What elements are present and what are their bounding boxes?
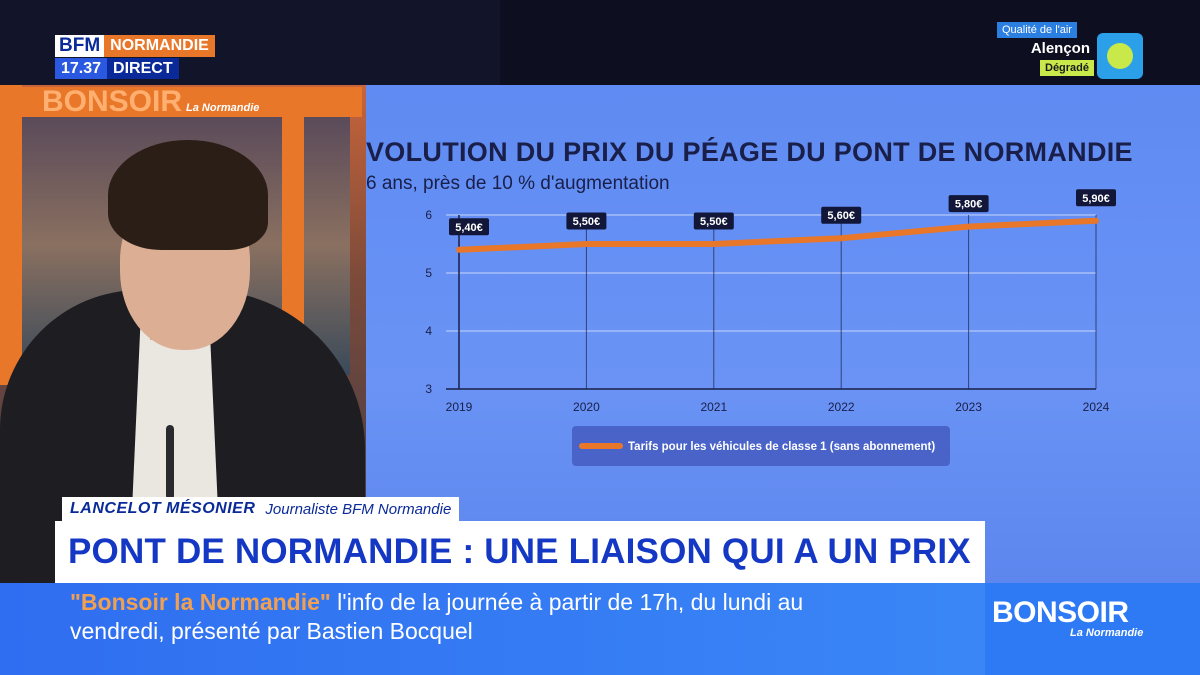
channel-logo: BFM NORMANDIE <box>55 35 215 57</box>
studio-pillar <box>0 85 22 385</box>
data-label-box <box>449 218 489 236</box>
x-tick-label: 2021 <box>700 400 727 414</box>
chart-grid <box>446 214 1097 390</box>
air-quality-title: Qualité de l'air <box>997 22 1077 38</box>
show-logo: BONSOIR <box>992 596 1129 629</box>
show-logo-sub: La Normandie <box>1070 627 1144 639</box>
channel-region: NORMANDIE <box>104 35 215 57</box>
chart-data-labels: 5,40€ 5,50€ 5,50€ 5,60€ 5,80€ 5,90€ <box>449 189 1116 236</box>
studio-show-logo: BONSOIR La Normandie <box>22 87 362 117</box>
x-tick-label: 2024 <box>1083 400 1110 414</box>
data-label-box <box>821 206 862 224</box>
speaker-strip: LANCELOT MÉSONIER Journaliste BFM Norman… <box>62 497 460 521</box>
speaker-role: Journaliste BFM Normandie <box>265 500 452 518</box>
data-label-box <box>693 212 734 230</box>
data-label: 5,50€ <box>700 216 728 228</box>
data-label-box <box>1076 189 1116 207</box>
chart-title: VOLUTION DU PRIX DU PÉAGE DU PONT DE NOR… <box>366 137 1133 167</box>
live-indicator: 17.37 DIRECT <box>55 58 179 79</box>
y-tick-label: 6 <box>425 208 432 222</box>
series-line <box>456 217 1099 253</box>
data-label: 5,80€ <box>955 199 983 211</box>
legend-box <box>572 426 950 466</box>
chart-axes: 3 4 5 6 2019 2020 2021 2022 2023 2024 <box>425 208 1109 414</box>
y-tick-label: 3 <box>425 382 432 396</box>
chart-legend: Tarifs pour les véhicules de classe 1 (s… <box>572 426 950 466</box>
ticker-show-name: "Bonsoir la Normandie" <box>70 589 331 615</box>
data-label-box <box>566 212 607 230</box>
x-tick-label: 2023 <box>955 400 982 414</box>
data-label: 5,90€ <box>1082 193 1110 205</box>
top-bar-panel <box>500 0 1200 85</box>
headline-bar: PONT DE NORMANDIE : UNE LIAISON QUI A UN… <box>55 521 985 583</box>
chart-screen: VOLUTION DU PRIX DU PÉAGE DU PONT DE NOR… <box>366 85 1200 585</box>
chart-subtitle: 6 ans, près de 10 % d'augmentation <box>366 173 670 194</box>
ticker-message: l'info de la journée à partir de 17h, du… <box>70 589 804 644</box>
speaker-name: LANCELOT MÉSONIER <box>70 500 256 517</box>
studio-logo-sub: La Normandie <box>186 102 260 114</box>
clock: 17.37 <box>55 58 108 79</box>
live-label: DIRECT <box>107 58 179 79</box>
presenter-shirt <box>132 320 218 510</box>
microphone <box>166 425 174 500</box>
chart-series <box>456 217 1099 253</box>
x-tick-label: 2022 <box>828 400 855 414</box>
channel-brand: BFM <box>55 35 105 57</box>
data-label-box <box>948 195 989 213</box>
ticker-text: "Bonsoir la Normandie" l'info de la jour… <box>70 588 900 646</box>
studio-pillar <box>282 115 304 345</box>
air-quality-status: Dégradé <box>1040 60 1095 76</box>
y-tick-label: 4 <box>425 324 432 338</box>
air-quality-city: Alençon <box>1030 40 1090 57</box>
top-bar <box>0 0 1200 85</box>
data-label: 5,50€ <box>573 216 601 228</box>
show-logo-box <box>985 583 1200 675</box>
studio-logo-main: BONSOIR <box>42 85 183 118</box>
data-label: 5,40€ <box>455 222 483 234</box>
legend-label: Tarifs pour les véhicules de classe 1 (s… <box>628 441 935 453</box>
x-tick-label: 2019 <box>446 400 473 414</box>
y-tick-label: 5 <box>425 266 432 280</box>
headline: PONT DE NORMANDIE : UNE LIAISON QUI A UN… <box>68 532 971 571</box>
x-tick-label: 2020 <box>573 400 600 414</box>
data-label: 5,60€ <box>827 210 855 222</box>
presenter-hair <box>108 140 268 250</box>
air-quality-icon <box>1097 33 1143 79</box>
